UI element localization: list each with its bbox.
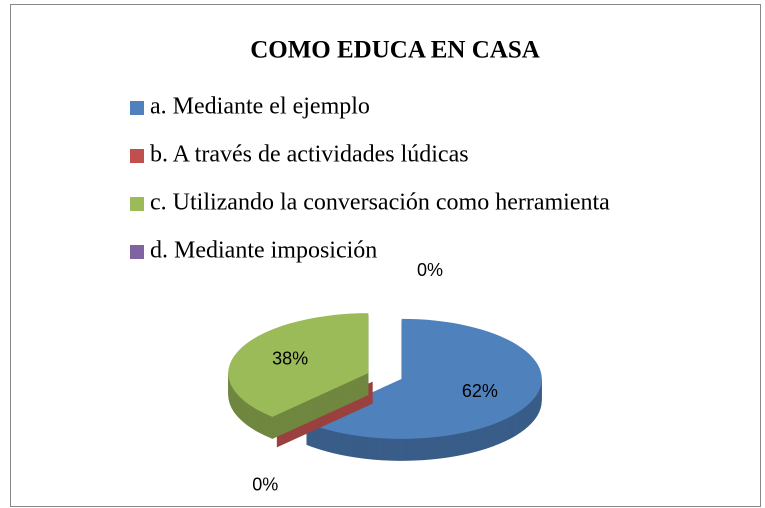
data-label: 38% bbox=[272, 349, 308, 369]
legend-swatch bbox=[130, 245, 144, 259]
legend-swatch bbox=[130, 197, 144, 211]
pie-slice-part bbox=[305, 318, 542, 439]
legend-label: c. Utilizando la conversación como herra… bbox=[150, 190, 610, 216]
data-label: 0% bbox=[252, 474, 278, 494]
chart-title: COMO EDUCA EN CASA bbox=[250, 37, 540, 64]
legend-label: d. Mediante imposición bbox=[150, 238, 377, 264]
data-label: 0% bbox=[417, 260, 443, 280]
data-label: 62% bbox=[462, 381, 498, 401]
legend-swatch bbox=[130, 101, 144, 115]
pie-slice bbox=[228, 313, 369, 439]
legend-label: a. Mediante el ejemplo bbox=[150, 94, 370, 120]
legend-swatch bbox=[130, 149, 144, 163]
pie-slice bbox=[305, 318, 542, 461]
legend-label: b. A través de actividades lúdicas bbox=[150, 142, 469, 168]
pie-slice-part bbox=[228, 313, 369, 417]
